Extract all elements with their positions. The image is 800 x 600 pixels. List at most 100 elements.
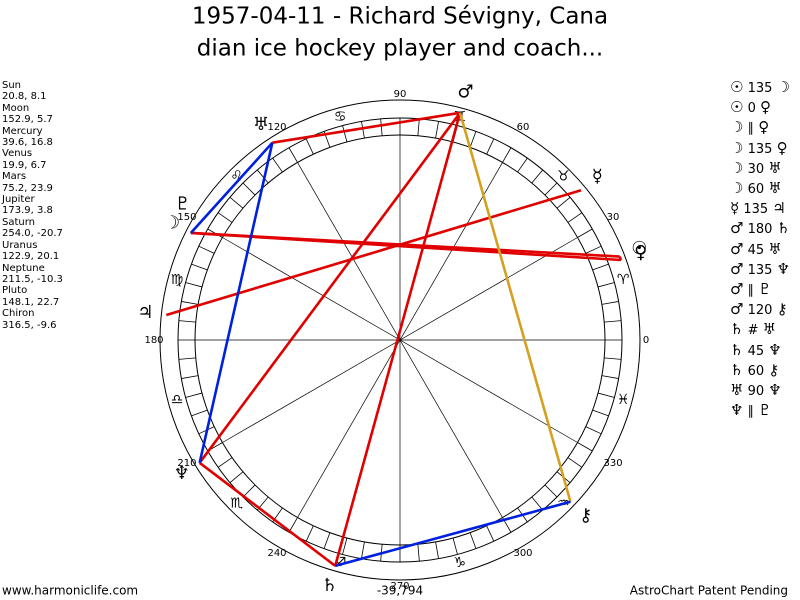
ring-tick bbox=[272, 157, 283, 173]
ring-tick bbox=[181, 301, 199, 305]
aspect-row: ☽ 30 ♅ bbox=[730, 159, 790, 179]
sign-glyph: ♎ bbox=[171, 392, 184, 408]
planet-glyph: ♅ bbox=[253, 114, 269, 135]
aspect-from: ♂ bbox=[730, 280, 744, 299]
aspect-angle: 90 bbox=[747, 384, 765, 400]
planet-name: Saturn bbox=[2, 216, 36, 228]
planet-coords: 316.5, -9.6 bbox=[2, 319, 57, 331]
planet-name: Jupiter bbox=[2, 194, 35, 206]
ring-tick bbox=[592, 263, 609, 271]
planet-glyph: ⚷ bbox=[579, 505, 592, 526]
aspect-row: ☉ 135 ☽ bbox=[730, 78, 790, 98]
aspect-angle: 60 bbox=[747, 182, 765, 198]
aspect-to: ♇ bbox=[758, 401, 772, 420]
planet-name: Mars bbox=[2, 171, 27, 183]
aspect-to: ♇ bbox=[758, 280, 772, 299]
aspect-to: ♀ bbox=[760, 98, 772, 117]
aspect-from: ♆ bbox=[730, 401, 744, 420]
aspect-line bbox=[190, 231, 622, 262]
sign-glyph: ♈ bbox=[617, 272, 630, 288]
aspect-to: ♅ bbox=[768, 158, 782, 177]
planet-name: Pluto bbox=[2, 285, 28, 297]
aspect-row: ♄ # ♅ bbox=[730, 320, 790, 340]
degree-label: 120 bbox=[267, 122, 286, 133]
aspect-line bbox=[189, 141, 274, 234]
planet-coords: 39.6, 16.8 bbox=[2, 137, 53, 149]
aspect-row: ♄ 45 ♆ bbox=[730, 341, 790, 361]
ring-tick bbox=[191, 263, 208, 271]
aspect-line bbox=[198, 112, 462, 464]
degree-label: 60 bbox=[517, 122, 530, 133]
aspect-from: ♂ bbox=[730, 259, 744, 278]
ring-tick bbox=[604, 320, 622, 323]
aspect-row: ☿ 135 ♃ bbox=[730, 199, 790, 219]
planet-glyph: ♆ bbox=[174, 463, 190, 484]
aspect-to: ♅ bbox=[762, 320, 777, 339]
ring-tick bbox=[567, 457, 583, 468]
aspect-to: ♀ bbox=[758, 118, 770, 137]
planet-coords: 75.2, 23.9 bbox=[2, 182, 53, 194]
ring-tick bbox=[242, 182, 256, 196]
ring-tick bbox=[242, 484, 256, 498]
aspect-angle: 135 bbox=[747, 141, 773, 157]
ring-tick bbox=[577, 442, 593, 452]
planet-coords: 20.8, 8.1 bbox=[2, 91, 47, 103]
ring-tick bbox=[486, 525, 495, 542]
aspect-angle: 30 bbox=[747, 161, 765, 177]
ring-tick bbox=[486, 138, 495, 155]
ring-tick bbox=[517, 157, 528, 173]
spoke bbox=[222, 237, 578, 443]
ring-tick bbox=[181, 375, 199, 379]
ring-tick bbox=[361, 121, 365, 139]
aspect-from: ☽ bbox=[730, 138, 744, 157]
ring-tick bbox=[342, 537, 348, 555]
planet-name: Mercury bbox=[2, 125, 43, 137]
aspect-row: ☽ 60 ♅ bbox=[730, 179, 790, 199]
aspect-to: ☽ bbox=[776, 78, 791, 96]
degree-label: 30 bbox=[607, 212, 620, 223]
aspect-from: ♂ bbox=[730, 300, 744, 319]
planet-coords: 211.5, -10.3 bbox=[2, 273, 63, 285]
ring-tick bbox=[585, 426, 602, 435]
aspect-from: ♄ bbox=[730, 320, 744, 339]
planet-name: Uranus bbox=[2, 239, 38, 251]
aspect-to: ♅ bbox=[768, 179, 782, 198]
ring-tick bbox=[185, 392, 203, 398]
aspect-line bbox=[198, 461, 337, 567]
degree-label: 330 bbox=[603, 458, 622, 469]
aspect-angle: 0 bbox=[747, 101, 756, 117]
ring-tick bbox=[597, 392, 615, 398]
planet-coords: 19.9, 6.7 bbox=[2, 159, 47, 171]
degree-label: 240 bbox=[267, 548, 286, 559]
degree-label: 180 bbox=[144, 335, 163, 346]
planet-name: Moon bbox=[2, 102, 30, 114]
aspect-angle: ∥ bbox=[747, 404, 755, 420]
aspect-to: ♄ bbox=[776, 219, 791, 238]
aspect-row: ☽ ∥ ♀ bbox=[730, 118, 790, 138]
aspect-line bbox=[165, 188, 582, 317]
ring-tick bbox=[229, 196, 244, 209]
aspect-to: ⚷ bbox=[776, 300, 788, 319]
aspect-angle: 135 bbox=[743, 202, 769, 218]
planet-glyph: ♄ bbox=[321, 575, 337, 596]
aspect-from: ☿ bbox=[730, 199, 740, 218]
aspect-angle: 45 bbox=[747, 343, 765, 359]
aspect-row: ♄ 60 ⚷ bbox=[730, 361, 790, 381]
ring-tick bbox=[544, 484, 558, 498]
title-line: 1957-04-11 - Richard Sévigny, Cana bbox=[192, 4, 608, 30]
planet-glyph: ♃ bbox=[137, 302, 153, 323]
aspect-angle: 180 bbox=[747, 222, 773, 238]
ring-tick bbox=[305, 525, 314, 542]
ring-tick bbox=[417, 118, 420, 136]
aspect-list: ☉ 135 ☽ ☉ 0 ♀ ☽ ∥ ♀ ☽ 135 ♀ ☽ 30 ♅ ☽ 60 ♅ ☿ 13… bbox=[730, 78, 790, 421]
aspect-angle: 60 bbox=[747, 363, 765, 379]
aspect-to: ♀ bbox=[776, 138, 788, 157]
aspect-from: ♅ bbox=[730, 381, 744, 400]
ring-tick bbox=[604, 357, 622, 360]
ring-tick bbox=[342, 125, 348, 143]
sign-glyph: ♓ bbox=[617, 392, 630, 408]
ring-tick bbox=[323, 532, 331, 549]
ring-tick bbox=[597, 282, 615, 288]
aspect-angle: 135 bbox=[747, 81, 773, 96]
ring-tick bbox=[531, 169, 544, 184]
